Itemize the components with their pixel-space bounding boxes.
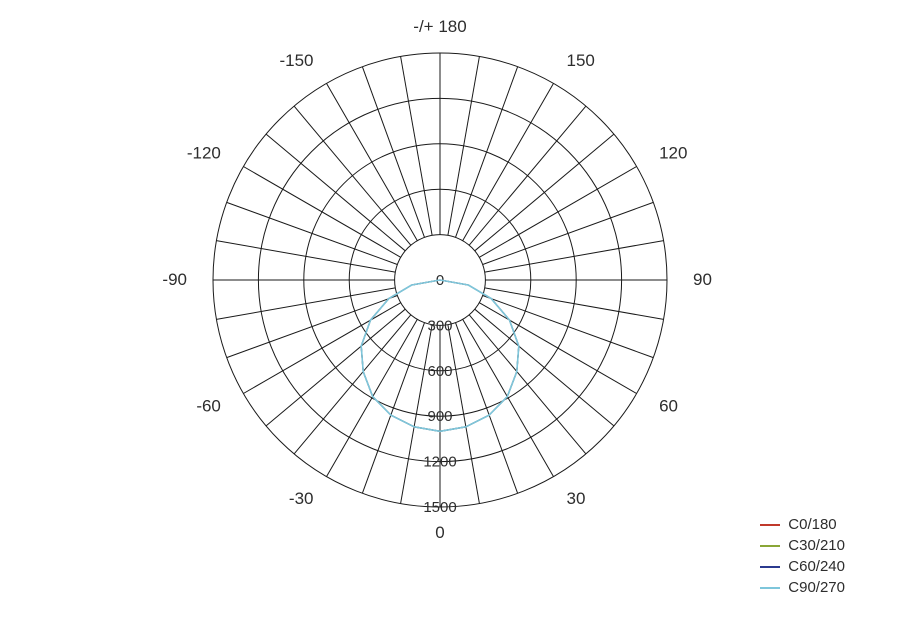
radial-tick-label: 1200: [423, 454, 456, 471]
legend-item: C90/270: [760, 579, 845, 596]
legend-label: C30/210: [788, 537, 845, 554]
angle-label: 60: [659, 397, 678, 416]
legend-swatch: [760, 545, 780, 547]
legend-swatch: [760, 566, 780, 568]
legend-item: C30/210: [760, 537, 845, 554]
angle-label: 90: [693, 270, 712, 289]
legend-label: C60/240: [788, 558, 845, 575]
angle-label: 120: [659, 144, 687, 163]
legend-label: C90/270: [788, 579, 845, 596]
angle-label: -90: [162, 270, 187, 289]
angle-label: -120: [187, 144, 221, 163]
angle-label: 30: [567, 489, 586, 508]
radial-tick-label: 300: [427, 317, 452, 334]
legend: C0/180 C30/210 C60/240 C90/270: [760, 512, 845, 600]
legend-item: C60/240: [760, 558, 845, 575]
legend-swatch: [760, 587, 780, 589]
angle-label: 150: [567, 51, 595, 70]
legend-item: C0/180: [760, 516, 845, 533]
angle-label: 0: [435, 523, 444, 542]
legend-label: C0/180: [788, 516, 836, 533]
angle-label: -150: [279, 51, 313, 70]
radial-tick-label: 600: [427, 363, 452, 380]
legend-swatch: [760, 524, 780, 526]
radial-tick-label: 1500: [423, 499, 456, 516]
angle-label: -30: [289, 489, 314, 508]
polar-chart-container: -/+ 180 -150 150 -120 120 -90 90 -60 60 -30 300 0 30…: [0, 0, 900, 630]
radial-tick-label: 900: [427, 408, 452, 425]
angle-label: -/+ 180: [413, 17, 466, 36]
angle-label: -60: [196, 397, 221, 416]
